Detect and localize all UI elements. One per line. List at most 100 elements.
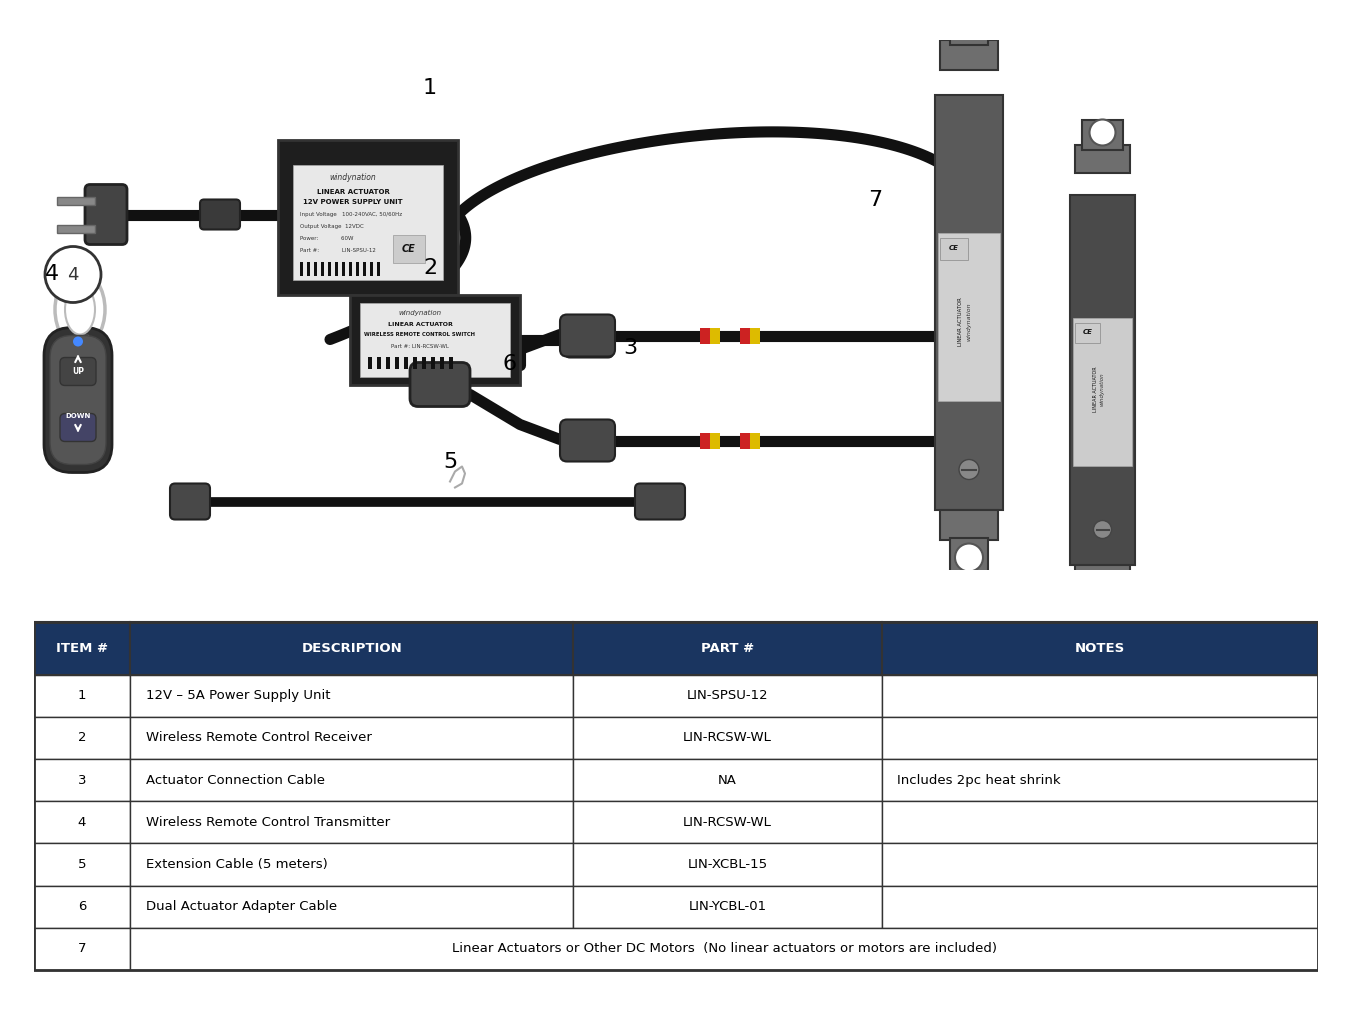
Bar [362, 262, 366, 275]
Bar [342, 262, 345, 275]
Text: Power:             60W: Power: 60W [300, 236, 353, 241]
Text: Dual Actuator Adapter Cable: Dual Actuator Adapter Cable [146, 900, 337, 914]
Text: 6: 6 [78, 900, 87, 914]
Bar [368, 356, 372, 368]
Bar [882, 759, 1318, 801]
Bar [882, 886, 1318, 928]
Bar [940, 510, 998, 540]
Text: 3: 3 [77, 773, 87, 787]
Text: UP: UP [72, 367, 84, 376]
Text: NOTES: NOTES [1075, 641, 1125, 655]
Ellipse shape [1090, 120, 1115, 145]
Text: 4: 4 [78, 816, 87, 829]
Text: Extension Cable (5 meters): Extension Cable (5 meters) [146, 858, 327, 871]
Text: Includes 2pc heat shrink: Includes 2pc heat shrink [896, 773, 1060, 787]
Ellipse shape [955, 10, 983, 39]
Text: 6: 6 [503, 354, 516, 375]
Bar [1069, 195, 1134, 564]
Bar [34, 759, 130, 801]
Bar [700, 328, 721, 343]
Text: Actuator Connection Cable: Actuator Connection Cable [146, 773, 324, 787]
Bar [130, 886, 573, 928]
Bar [34, 801, 130, 843]
Text: LINEAR ACTUATOR: LINEAR ACTUATOR [388, 322, 453, 327]
Bar [882, 717, 1318, 759]
Bar [1075, 323, 1101, 342]
Text: DOWN: DOWN [65, 412, 91, 418]
Ellipse shape [45, 247, 101, 302]
Text: LIN-YCBL-01: LIN-YCBL-01 [688, 900, 767, 914]
Text: Wireless Remote Control Receiver: Wireless Remote Control Receiver [146, 732, 372, 744]
Bar [335, 262, 338, 275]
Text: LIN-SPSU-12: LIN-SPSU-12 [687, 689, 768, 702]
Bar [439, 356, 443, 368]
Text: 7: 7 [868, 190, 882, 209]
Bar [34, 622, 1318, 970]
Bar [356, 262, 360, 275]
Ellipse shape [65, 284, 95, 335]
Bar [740, 328, 760, 343]
Bar [1075, 144, 1130, 173]
Text: LINEAR ACTUATOR: LINEAR ACTUATOR [1092, 366, 1098, 412]
Bar [320, 262, 324, 275]
Ellipse shape [1090, 595, 1115, 620]
Bar [34, 928, 130, 970]
Bar [750, 328, 760, 343]
Bar [279, 139, 458, 294]
Text: LINEAR ACTUATOR: LINEAR ACTUATOR [316, 189, 389, 195]
FancyBboxPatch shape [59, 413, 96, 442]
Ellipse shape [959, 460, 979, 479]
Bar [57, 224, 95, 232]
Text: CE: CE [949, 246, 959, 252]
Bar [431, 356, 435, 368]
Bar [700, 432, 721, 449]
Bar [370, 262, 373, 275]
Bar [350, 294, 521, 385]
Bar [882, 843, 1318, 886]
Bar [573, 759, 882, 801]
FancyBboxPatch shape [410, 362, 470, 406]
FancyBboxPatch shape [59, 357, 96, 386]
Bar [882, 801, 1318, 843]
Bar [360, 302, 510, 377]
Text: DESCRIPTION: DESCRIPTION [301, 641, 402, 655]
Bar [573, 886, 882, 928]
Text: LIN-XCBL-15: LIN-XCBL-15 [687, 858, 768, 871]
Text: 5: 5 [443, 452, 457, 472]
Bar [404, 356, 408, 368]
Bar [387, 356, 389, 368]
Bar [130, 801, 573, 843]
Bar [329, 262, 331, 275]
Text: Wireless Remote Control Transmitter: Wireless Remote Control Transmitter [146, 816, 389, 829]
Bar [34, 675, 130, 717]
Text: windynation: windynation [399, 310, 442, 316]
Text: 3: 3 [623, 338, 637, 357]
Text: windynation: windynation [1101, 373, 1105, 406]
Bar [130, 675, 573, 717]
Bar [130, 717, 573, 759]
FancyBboxPatch shape [170, 483, 210, 520]
FancyBboxPatch shape [560, 315, 615, 356]
Bar [1082, 120, 1124, 149]
FancyBboxPatch shape [200, 200, 241, 229]
Bar [422, 356, 426, 368]
Bar [314, 262, 316, 275]
Text: CE: CE [402, 244, 416, 254]
Text: 5: 5 [77, 858, 87, 871]
Bar [130, 928, 1318, 970]
FancyBboxPatch shape [635, 483, 685, 520]
Bar [950, 538, 988, 572]
Text: Part #:             LIN-SPSU-12: Part #: LIN-SPSU-12 [300, 248, 376, 253]
Bar [377, 356, 381, 368]
FancyBboxPatch shape [565, 322, 612, 357]
Bar [393, 234, 425, 263]
Text: 1: 1 [77, 689, 87, 702]
Text: 4: 4 [45, 265, 59, 284]
Bar [750, 432, 760, 449]
Bar [573, 622, 882, 675]
Bar [377, 262, 380, 275]
Text: LINEAR ACTUATOR: LINEAR ACTUATOR [959, 297, 964, 346]
Bar [34, 886, 130, 928]
Bar [57, 197, 95, 204]
Text: Part #: LIN-RCSW-WL: Part #: LIN-RCSW-WL [391, 344, 449, 349]
